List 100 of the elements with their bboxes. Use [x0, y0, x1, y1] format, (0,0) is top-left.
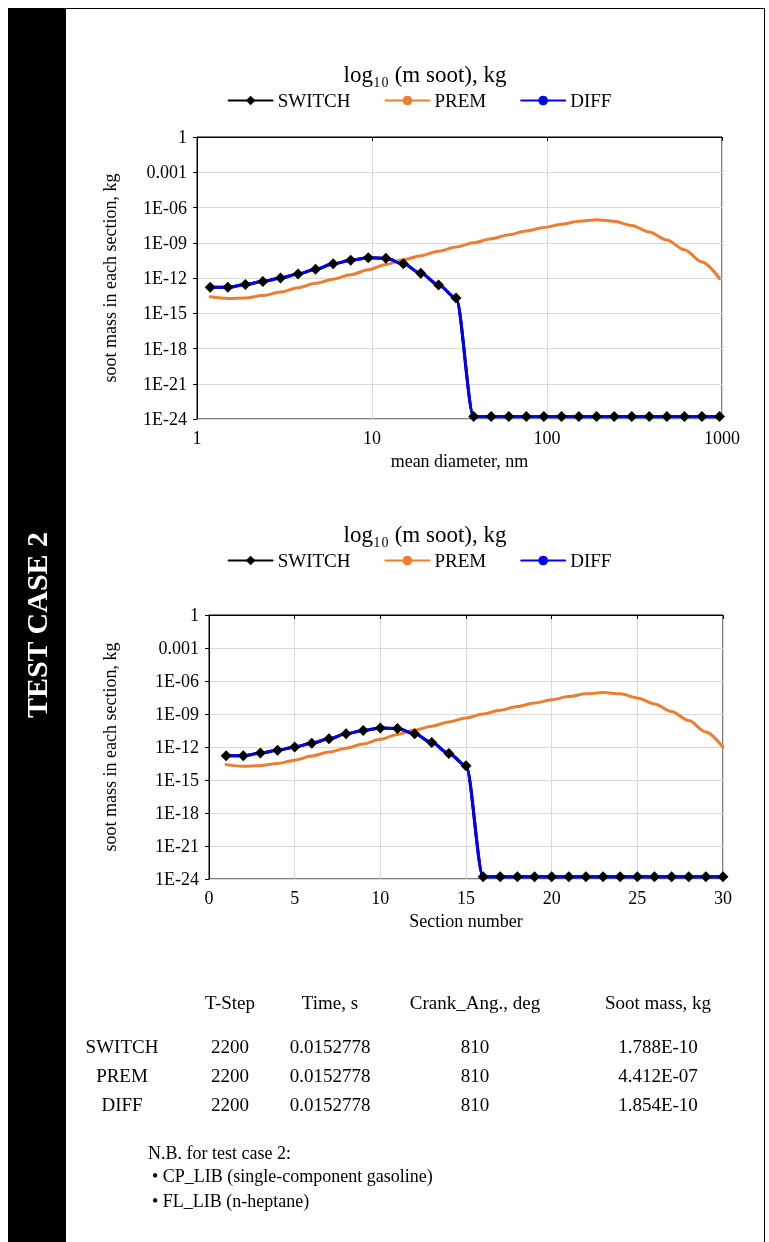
- point: [433, 279, 445, 291]
- x-tick-label: 10: [363, 428, 381, 448]
- point: [443, 748, 455, 760]
- y-tick-label: 1E-15: [155, 770, 199, 790]
- y-tick-label: 0.001: [158, 638, 199, 658]
- line-series: [224, 691, 725, 768]
- point: [573, 411, 585, 423]
- y-tick-label: 0.001: [146, 162, 187, 183]
- point: [678, 411, 690, 423]
- y-tick-label: 1E-06: [155, 671, 199, 691]
- point: [237, 750, 249, 762]
- legend-label: SWITCH: [277, 550, 351, 571]
- category-label: PREM: [96, 1065, 148, 1086]
- point: [661, 411, 673, 423]
- point: [275, 272, 286, 284]
- x-tick-label: 0: [204, 888, 214, 908]
- y-tick-label: 1E-12: [155, 737, 199, 757]
- point: [257, 276, 269, 288]
- text: 2200: [211, 1065, 249, 1086]
- y-tick-label: 1E-21: [155, 836, 199, 856]
- text: • CP_LIB (single-component gasoline): [152, 1165, 433, 1188]
- x-tick-label: 10: [371, 888, 390, 908]
- x-tick-label: 20: [542, 888, 561, 908]
- point: [327, 258, 339, 270]
- point: [494, 871, 506, 883]
- x-tick-label: 5: [290, 888, 300, 908]
- category-label: T-Step: [205, 992, 255, 1014]
- point: [614, 871, 626, 883]
- point: [450, 292, 462, 304]
- point: [362, 252, 374, 264]
- y-tick-label: 1E-21: [143, 373, 187, 394]
- text: 810: [460, 1094, 490, 1115]
- point: [380, 252, 392, 264]
- point: [648, 871, 660, 883]
- text: 810: [460, 1036, 490, 1057]
- text: 0.0152778: [289, 1065, 371, 1086]
- category-label: SWITCH: [85, 1036, 159, 1057]
- point: [591, 411, 603, 423]
- y-tick-label: 1E-18: [155, 803, 199, 823]
- text: 0.0152778: [289, 1036, 371, 1057]
- point: [340, 728, 352, 740]
- point: [597, 871, 609, 883]
- point: [477, 871, 489, 883]
- point: [511, 871, 523, 883]
- point: [666, 871, 678, 883]
- y-tick-label: 1E-09: [155, 704, 199, 724]
- point: [460, 760, 472, 772]
- point: [391, 723, 403, 735]
- point: [323, 733, 335, 745]
- y-tick-label: 1E-15: [143, 303, 187, 324]
- point: [563, 871, 575, 883]
- text: 1.854E-10: [618, 1094, 698, 1115]
- point: [357, 724, 369, 736]
- legend-label: DIFF: [570, 90, 612, 111]
- y-axis-title: soot mass in each section, kg: [100, 642, 120, 852]
- point: [289, 741, 301, 753]
- point: [415, 267, 427, 279]
- point: [397, 258, 409, 270]
- x-tick-label: 15: [457, 888, 475, 908]
- point: [546, 871, 558, 883]
- point: [254, 747, 266, 759]
- text: 1.788E-10: [618, 1036, 698, 1057]
- legend-label: SWITCH: [277, 90, 351, 111]
- x-axis-title: Section number: [409, 910, 523, 931]
- y-tick-label: 1: [190, 605, 199, 625]
- text: 2200: [211, 1036, 249, 1057]
- x-tick-label: 25: [628, 888, 647, 908]
- point: [468, 411, 480, 423]
- point: [345, 254, 357, 266]
- chart-title: log₁₀ (m soot), kg: [343, 62, 507, 87]
- line-series: [208, 218, 722, 300]
- text: 2200: [211, 1094, 249, 1115]
- point: [626, 411, 638, 423]
- text: • FL_LIB (n-heptane): [152, 1190, 311, 1213]
- point: [272, 744, 284, 756]
- point: [700, 871, 712, 883]
- point: [222, 281, 234, 293]
- point: [220, 750, 232, 762]
- point: [717, 871, 729, 883]
- text: 4.412E-07: [618, 1065, 698, 1086]
- point: [643, 411, 655, 423]
- point: [204, 281, 216, 293]
- legend-label: DIFF: [570, 550, 612, 571]
- point: [683, 871, 695, 883]
- point: [538, 411, 550, 423]
- point: [580, 871, 592, 883]
- text: 810: [460, 1065, 490, 1086]
- text: N.B. for test case 2:: [148, 1143, 292, 1164]
- y-tick-label: 1: [178, 127, 187, 147]
- x-tick-label: 100: [533, 428, 561, 448]
- point: [503, 411, 515, 423]
- legend-label: PREM: [434, 550, 487, 571]
- point: [374, 722, 386, 734]
- y-tick-label: 1E-12: [143, 268, 187, 288]
- point: [306, 737, 318, 749]
- x-tick-label: 30: [714, 888, 732, 908]
- x-tick-label: 1000: [704, 428, 740, 448]
- text: TEST CASE 2: [20, 531, 54, 719]
- chart-title: log₁₀ (m soot), kg: [343, 522, 507, 547]
- point: [608, 411, 620, 423]
